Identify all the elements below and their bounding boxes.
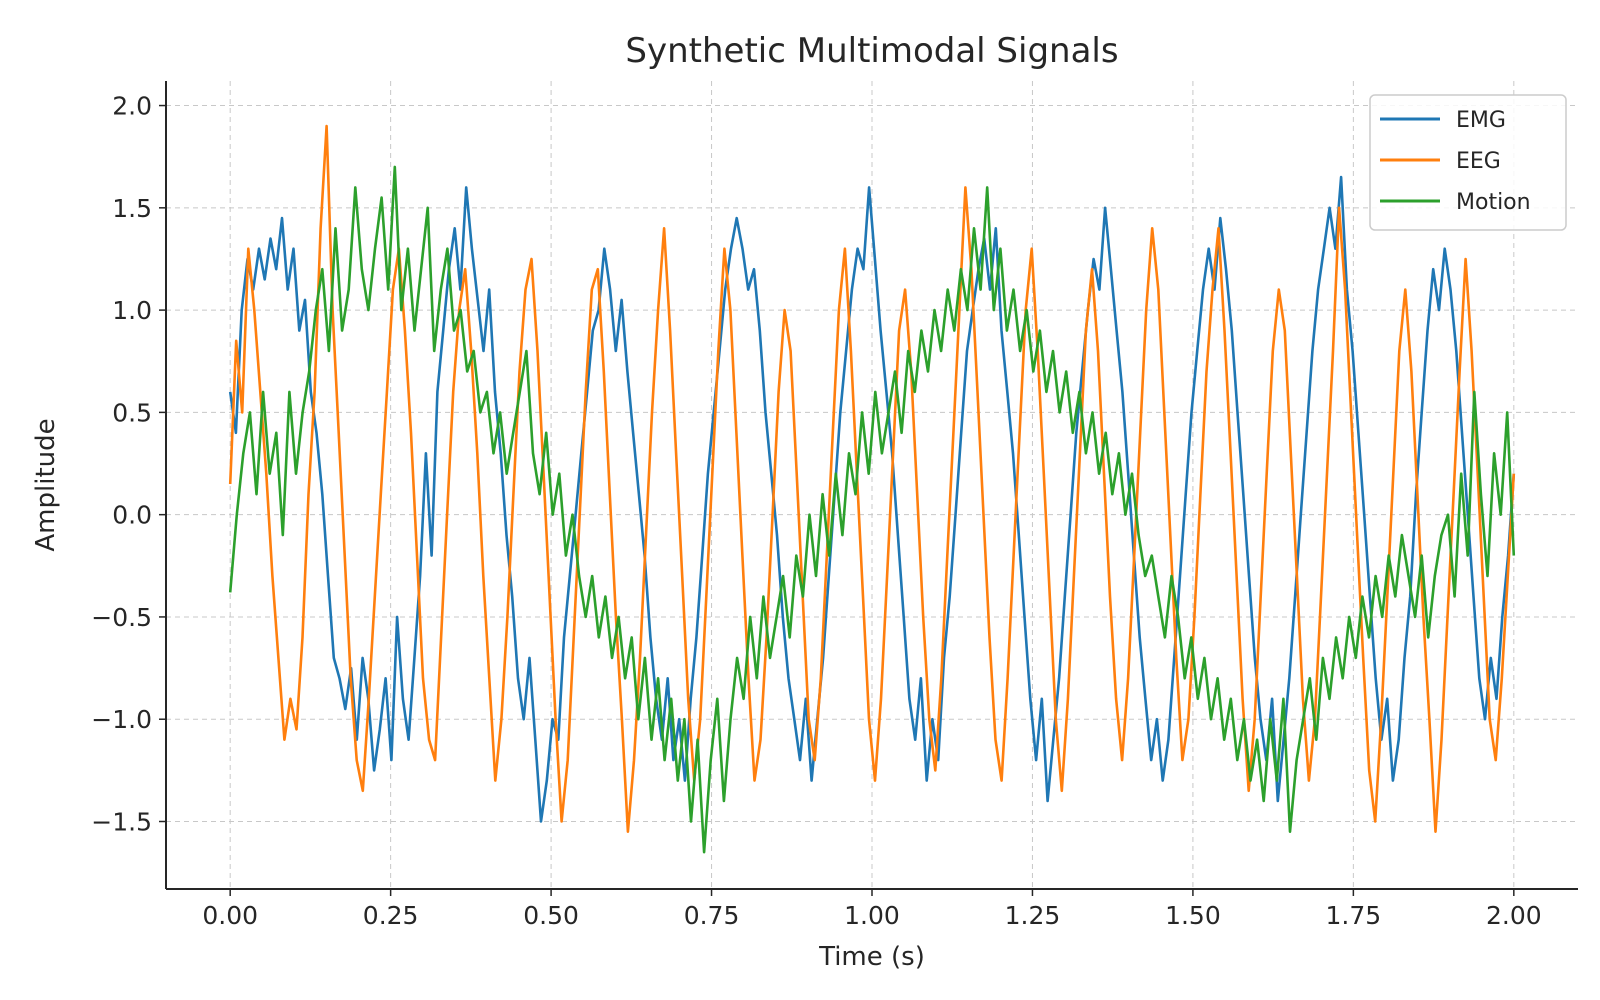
x-tick-label: 0.00: [202, 901, 258, 930]
x-tick-label: 1.00: [844, 901, 900, 930]
y-tick-label: −1.0: [91, 705, 152, 734]
y-tick-label: 2.0: [112, 92, 152, 121]
y-tick-layer: −1.5 −1.0 −0.5 0.0 0.5 1.0 1.5 2.0: [91, 92, 166, 836]
x-tick-label: 1.75: [1326, 901, 1382, 930]
series-line-eeg: [228, 124, 1516, 834]
x-tick-label: 1.50: [1165, 901, 1221, 930]
y-tick-label: 1.0: [112, 296, 152, 325]
series-line-motion: [228, 165, 1516, 854]
y-tick-label: 0.5: [112, 398, 152, 427]
chart-title: Synthetic Multimodal Signals: [625, 31, 1118, 71]
y-tick-label: 0.0: [112, 501, 152, 530]
x-tick-label: 0.25: [363, 901, 419, 930]
y-axis-title: Amplitude: [31, 418, 61, 551]
x-axis-title: Time (s): [818, 942, 925, 972]
x-tick-label: 0.50: [523, 901, 579, 930]
y-tick-label: 1.5: [112, 194, 152, 223]
y-tick-label: −1.5: [91, 807, 152, 836]
series-layer: [228, 124, 1516, 854]
legend-frame: [1369, 94, 1567, 231]
series-line-emg: [228, 175, 1516, 823]
x-tick-label: 1.25: [1005, 901, 1061, 930]
legend: EMG EEG Motion: [1369, 94, 1567, 231]
legend-label-eeg: EEG: [1456, 149, 1501, 174]
x-tick-layer: 0.00 0.25 0.50 0.75 1.00 1.25 1.50 1.75 2.00: [202, 889, 1542, 930]
legend-label-motion: Motion: [1456, 190, 1531, 215]
x-tick-label: 2.00: [1486, 901, 1542, 930]
x-tick-label: 0.75: [684, 901, 740, 930]
legend-label-emg: EMG: [1456, 108, 1506, 133]
y-tick-label: −0.5: [91, 603, 152, 632]
grid-layer: [166, 81, 1578, 889]
